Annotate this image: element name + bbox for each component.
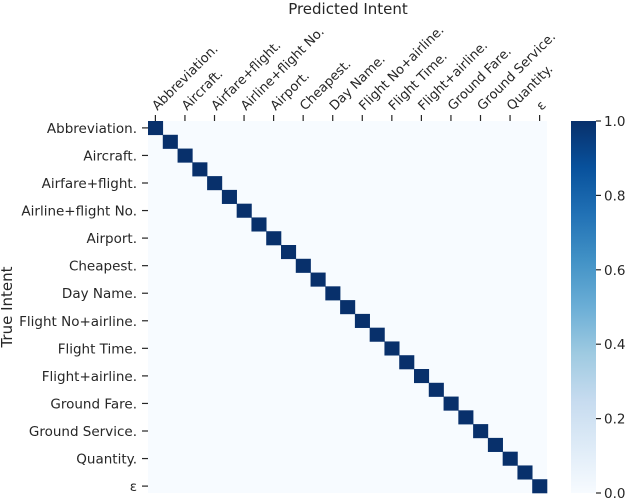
heatmap-cell-diagonal <box>310 272 326 287</box>
heatmap-cell-diagonal <box>251 217 267 232</box>
heatmap-cell-diagonal <box>192 162 208 177</box>
heatmap-cell-diagonal <box>236 203 252 218</box>
heatmap-cell-diagonal <box>487 437 503 452</box>
y-tick-label: Airfare+flight. <box>42 176 137 192</box>
y-tick-label: Airport. <box>87 231 138 247</box>
heatmap-cell-diagonal <box>399 355 415 370</box>
heatmap-cell-diagonal <box>340 300 356 315</box>
colorbar: 0.0 0.2 0.4 0.6 0.8 1.0 <box>571 114 625 502</box>
y-axis-title: True Intent <box>0 266 16 348</box>
heatmap-cell-diagonal <box>162 134 178 149</box>
heatmap-cell-diagonal <box>207 176 223 191</box>
y-tick-label: Day Name. <box>62 286 137 302</box>
heatmap-cell-diagonal <box>266 231 282 246</box>
heatmap-cell-diagonal <box>384 341 400 356</box>
colorbar-tick-label: 0.6 <box>604 263 625 279</box>
x-axis-title: Predicted Intent <box>288 0 408 18</box>
heatmap-cell-diagonal <box>414 369 430 384</box>
y-tick-label: Quantity. <box>76 452 137 468</box>
heatmap-cell-diagonal <box>517 465 533 480</box>
y-tick-label: ε <box>130 479 137 495</box>
heatmap-cell-diagonal <box>281 245 297 260</box>
heatmap-cell-diagonal <box>532 479 548 494</box>
colorbar-tick-label: 0.8 <box>604 188 625 204</box>
colorbar-tick-label: 1.0 <box>604 114 625 130</box>
colorbar-tick-label: 0.2 <box>604 412 625 428</box>
heatmap-cell-diagonal <box>148 121 164 136</box>
heatmap-cell-diagonal <box>473 424 489 439</box>
y-tick-label: Ground Service. <box>29 424 137 440</box>
y-tick-label: Cheapest. <box>69 259 137 275</box>
heatmap-cell-diagonal <box>177 148 193 163</box>
x-tick-label: ε <box>534 98 550 114</box>
heatmap-cell-diagonal <box>221 189 237 204</box>
colorbar-tick-label: 0.0 <box>604 486 625 502</box>
heatmap-cell-diagonal <box>502 451 518 466</box>
y-tick-label: Flight Time. <box>58 341 137 357</box>
colorbar-ticks: 0.0 0.2 0.4 0.6 0.8 1.0 <box>596 114 625 502</box>
y-tick-label: Aircraft. <box>83 148 137 164</box>
heatmap-cell-diagonal <box>354 313 370 328</box>
y-tick-label: Abbreviation. <box>47 121 137 137</box>
heatmap-cell-diagonal <box>295 258 311 273</box>
x-tick-labels: Abbreviation.Aircraft.Airfare+flight.Air… <box>150 23 559 121</box>
heatmap-cells <box>148 121 548 494</box>
heatmap-cell-diagonal <box>325 286 341 301</box>
heatmap-cell-diagonal <box>443 396 459 411</box>
y-tick-label: Airline+flight No. <box>21 204 137 220</box>
y-tick-label: Flight+airline. <box>42 369 137 385</box>
heatmap-cell-diagonal <box>458 410 474 425</box>
heatmap-cell-diagonal <box>369 327 385 342</box>
y-tick-label: Ground Fare. <box>50 396 137 412</box>
y-tick-label: Flight No+airline. <box>19 314 137 330</box>
colorbar-gradient <box>571 121 596 493</box>
colorbar-tick-label: 0.4 <box>604 337 625 353</box>
heatmap-cell-diagonal <box>428 382 444 397</box>
y-tick-labels: Abbreviation. Aircraft. Airfare+flight. Air… <box>19 121 148 495</box>
